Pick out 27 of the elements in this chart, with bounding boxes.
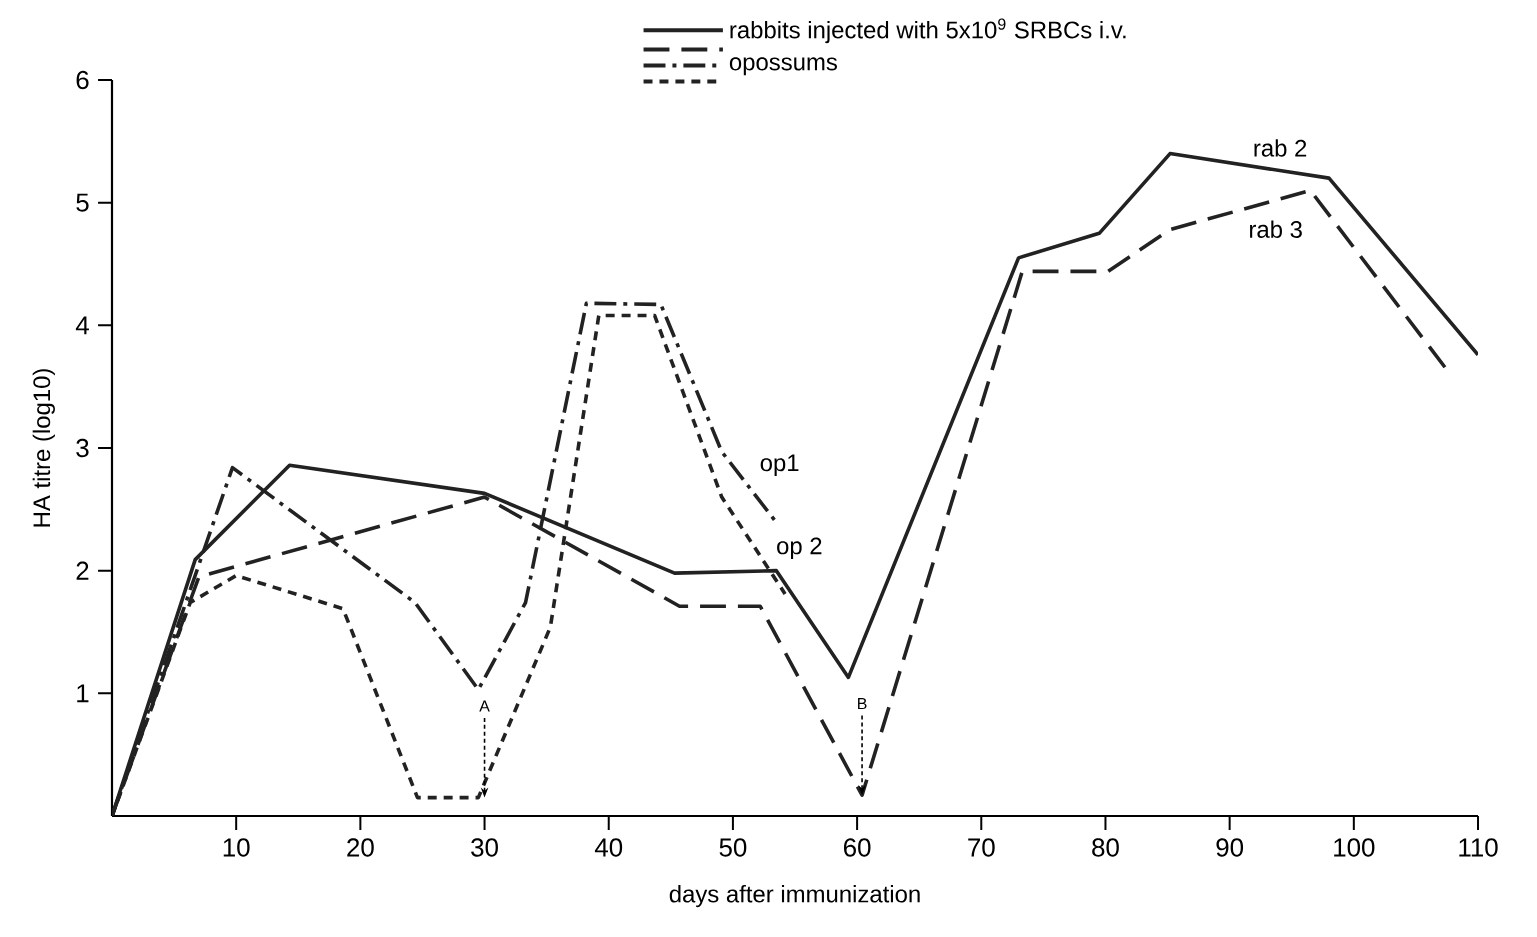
y-tick-label: 6 <box>76 70 89 90</box>
annotation: rab 2 <box>1254 139 1307 157</box>
x-axis-title: days after immunization <box>669 884 920 908</box>
annotation: rab 3 <box>1250 220 1302 238</box>
annotation: B <box>858 698 867 710</box>
y-tick-label: 3 <box>76 438 89 458</box>
x-tick-label: 70 <box>968 838 995 857</box>
x-tick-label: 90 <box>1216 838 1244 857</box>
x-tick-label: 60 <box>844 838 871 857</box>
y-tick-label: 2 <box>76 561 89 580</box>
annotation: op1 <box>760 454 799 476</box>
legend-label: rabbits injected with 5x10$^{9}$ SRBCs i.v. <box>730 18 1126 44</box>
y-tick-label: 1 <box>77 684 89 703</box>
annotation: op 2 <box>777 537 822 560</box>
x-tick-label: 30 <box>471 838 498 857</box>
y-tick-label: 5 <box>76 193 89 212</box>
x-tick-label: 100 <box>1334 838 1375 857</box>
y-axis-title: HA titre (log10) <box>32 369 55 527</box>
x-tick-label: 80 <box>1092 838 1119 857</box>
x-tick-label: 40 <box>594 838 623 857</box>
annotation: A <box>479 700 490 712</box>
x-tick-label: 110 <box>1459 838 1498 857</box>
y-tick-label: 4 <box>75 316 89 335</box>
x-tick-label: 50 <box>719 838 747 857</box>
legend-label: opossums <box>729 57 837 76</box>
x-tick-label: 10 <box>223 838 250 857</box>
x-tick-label: 20 <box>347 838 374 857</box>
